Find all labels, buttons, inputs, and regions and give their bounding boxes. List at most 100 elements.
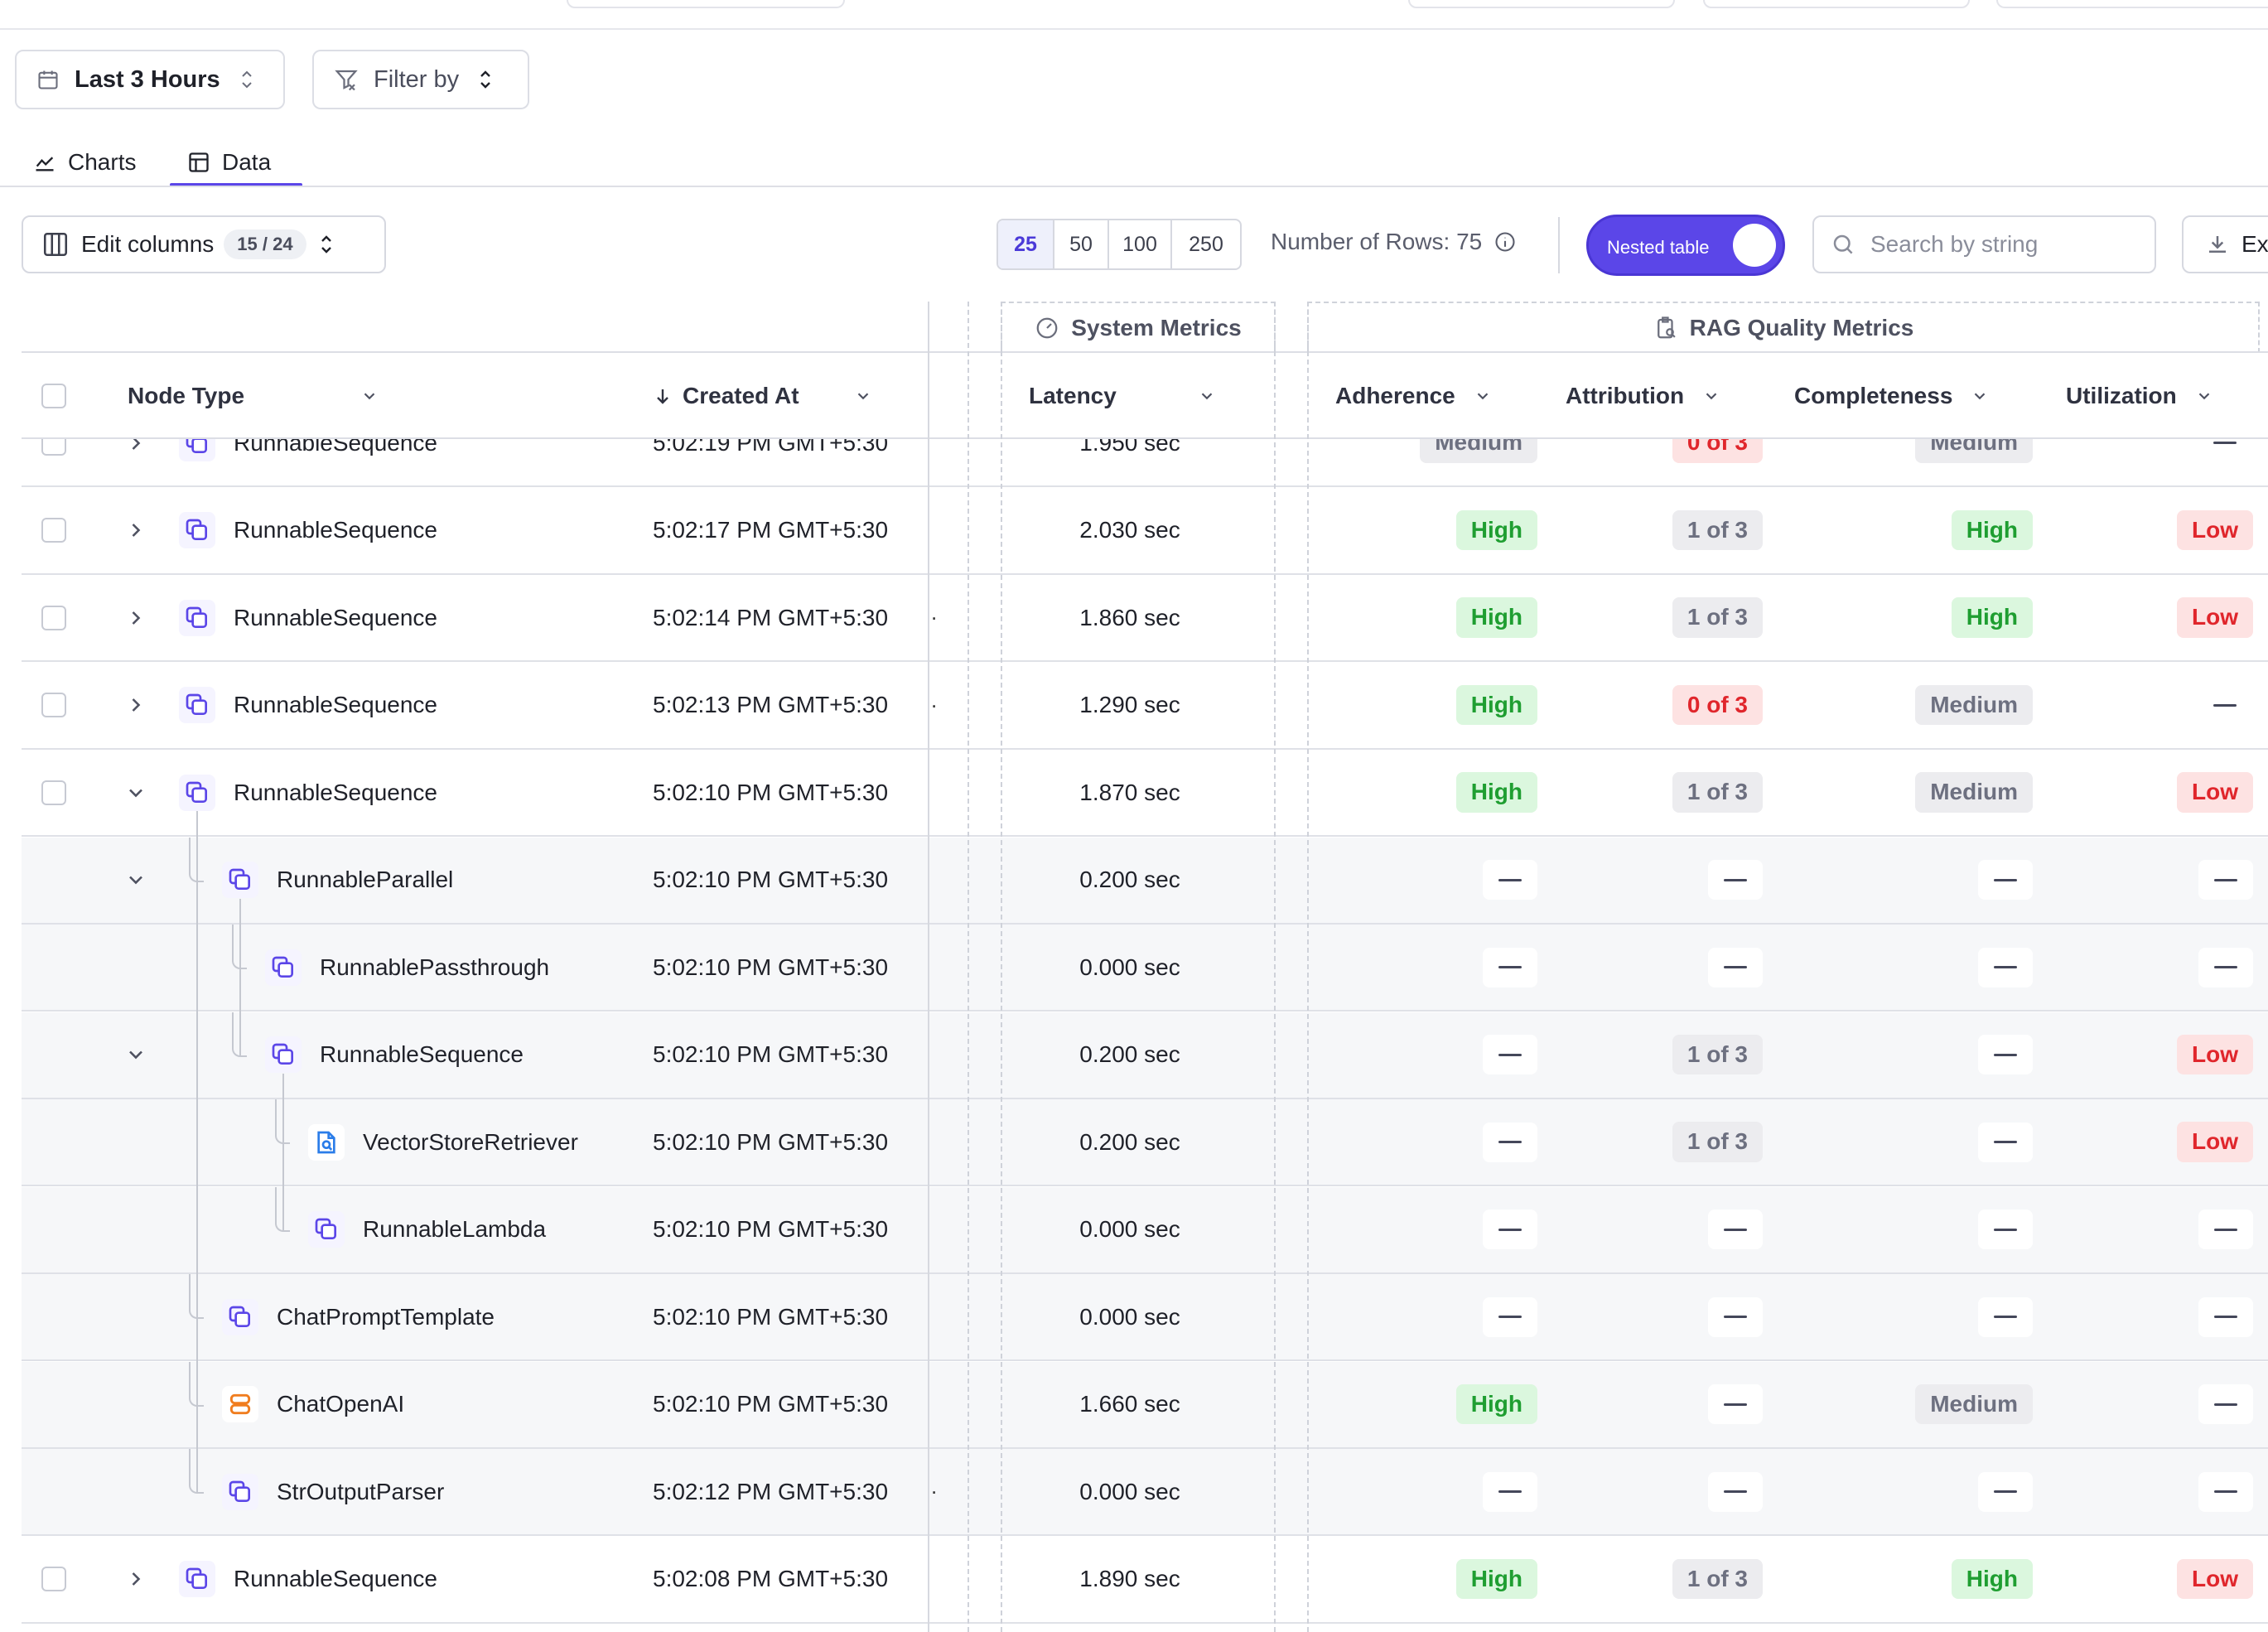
edit-columns-button[interactable]: Edit columns 15 / 24 — [22, 215, 386, 273]
dash-icon — [1994, 1141, 2017, 1143]
node-type: RunnableSequence — [179, 1561, 437, 1597]
chevron-down-icon[interactable] — [124, 781, 147, 804]
row-checkbox[interactable] — [41, 1567, 66, 1591]
dash-icon — [1994, 878, 2017, 881]
adherence-cell: High — [1347, 663, 1537, 748]
created-at-cell: 5:02:10 PM GMT+5:30 — [653, 925, 926, 1010]
utilization-cell — [2059, 925, 2253, 1010]
table-row[interactable]: RunnableSequence 5:02:14 PM GMT+5:30 1.860… — [22, 575, 2268, 662]
latency-value: 1.870 sec — [1079, 779, 1180, 805]
tab-charts[interactable]: Charts — [33, 138, 136, 187]
table-row[interactable]: RunnablePassthrough 5:02:10 PM GMT+5:30 0.… — [22, 925, 2268, 1012]
adherence-cell: High — [1347, 750, 1537, 835]
chevron-down-icon[interactable] — [360, 387, 379, 405]
chevron-down-icon[interactable] — [1198, 387, 1216, 405]
node-type-cell: RunnableSequence — [179, 663, 643, 748]
filter-icon — [335, 70, 358, 91]
page-size-50[interactable]: 50 — [1053, 220, 1107, 268]
metric-badge: 1 of 3 — [1672, 597, 1763, 638]
col-header-node-type[interactable]: Node Type — [128, 353, 379, 439]
metric-badge: 1 of 3 — [1672, 1122, 1763, 1162]
node-type-cell: ChatOpenAI — [222, 1362, 643, 1447]
chevron-down-icon[interactable] — [1702, 387, 1720, 405]
metric-badge: High — [1455, 1383, 1537, 1425]
info-icon[interactable] — [1494, 230, 1517, 253]
node-type: VectorStoreRetriever — [308, 1123, 578, 1161]
adherence-cell: Medium — [1347, 439, 1537, 485]
chevron-right-icon[interactable] — [124, 1567, 147, 1591]
created-at-cell: 5:02:14 PM GMT+5:30 — [653, 575, 926, 660]
chevron-right-icon[interactable] — [124, 439, 147, 455]
attribution-cell: 1 of 3 — [1579, 1012, 1763, 1098]
col-header-created-at[interactable]: Created At — [653, 353, 872, 439]
table-row[interactable]: RunnableSequence 5:02:10 PM GMT+5:30 0.200… — [22, 1012, 2268, 1099]
table-row[interactable]: RunnableLambda 5:02:10 PM GMT+5:30 0.000 s… — [22, 1186, 2268, 1274]
node-type-label: RunnablePassthrough — [320, 954, 550, 980]
empty-value-badge — [1483, 1035, 1537, 1074]
metric-badge: Medium — [1915, 1383, 2033, 1425]
tab-data[interactable]: Data — [187, 138, 271, 187]
chevron-down-icon[interactable] — [854, 387, 872, 405]
table-row[interactable]: StrOutputParser 5:02:12 PM GMT+5:30 0.000 … — [22, 1449, 2268, 1536]
page-size-selector: 25 50 100 250 — [996, 219, 1242, 270]
col-header-adherence[interactable]: Adherence — [1335, 353, 1492, 439]
top-control[interactable] — [1703, 0, 1970, 8]
completeness-cell: Medium — [1802, 439, 2033, 485]
filter-by-button[interactable]: Filter by — [312, 50, 529, 109]
row-checkbox[interactable] — [41, 518, 66, 543]
table-row[interactable]: VectorStoreRetriever 5:02:10 PM GMT+5:30 0… — [22, 1099, 2268, 1186]
top-control[interactable] — [1408, 0, 1675, 8]
table-row[interactable]: ChatPromptTemplate 5:02:10 PM GMT+5:30 0.0… — [22, 1274, 2268, 1361]
attribution-cell: 1 of 3 — [1579, 575, 1763, 660]
chevron-updown-icon — [241, 70, 252, 89]
col-header-utilization[interactable]: Utilization — [2066, 353, 2213, 439]
chevron-right-icon[interactable] — [124, 606, 147, 630]
retriever-doc-icon — [308, 1123, 345, 1161]
row-checkbox[interactable] — [41, 693, 66, 717]
table-row[interactable]: RunnableSequence 5:02:13 PM GMT+5:30 1.290… — [22, 662, 2268, 750]
top-control[interactable] — [1996, 0, 2268, 8]
metric-badge: Low — [2177, 509, 2253, 551]
table-row[interactable]: RunnableSequence 5:02:10 PM GMT+5:30 1.870… — [22, 750, 2268, 837]
page-size-25[interactable]: 25 — [998, 220, 1053, 268]
system-metrics-header: System Metrics — [1001, 302, 1276, 353]
col-header-attribution[interactable]: Attribution — [1566, 353, 1720, 439]
table-row[interactable]: RunnableSequence 5:02:19 PM GMT+5:30 1.950… — [22, 439, 2268, 487]
truncation-dot: . — [931, 600, 938, 625]
empty-value-badge — [1483, 947, 1537, 987]
search-input[interactable] — [1870, 231, 2135, 258]
table-row[interactable]: RunnableSequence 5:02:08 PM GMT+5:30 1.890… — [22, 1536, 2268, 1624]
select-all-checkbox[interactable] — [41, 384, 66, 408]
chevron-down-icon[interactable] — [124, 1043, 147, 1066]
time-range-button[interactable]: Last 3 Hours — [15, 50, 285, 109]
table-row[interactable]: ChatOpenAI 5:02:10 PM GMT+5:30 1.660 sec Hi… — [22, 1361, 2268, 1449]
adherence-cell — [1347, 1274, 1537, 1359]
chevron-right-icon[interactable] — [124, 693, 147, 717]
page-size-250[interactable]: 250 — [1170, 220, 1240, 268]
row-checkbox[interactable] — [41, 605, 66, 630]
chevron-right-icon[interactable] — [124, 519, 147, 542]
chevron-down-icon[interactable] — [1971, 387, 1989, 405]
metric-badge: High — [1455, 1558, 1537, 1600]
calendar-icon — [38, 70, 58, 89]
col-header-completeness[interactable]: Completeness — [1794, 353, 1989, 439]
table-row[interactable]: RunnableParallel 5:02:10 PM GMT+5:30 0.200… — [22, 837, 2268, 925]
col-header-latency[interactable]: Latency — [1029, 353, 1216, 439]
top-control[interactable] — [567, 0, 845, 8]
page-size-100[interactable]: 100 — [1107, 220, 1170, 268]
row-checkbox[interactable] — [41, 780, 66, 805]
empty-value-badge — [1483, 1471, 1537, 1512]
column-divider — [968, 302, 969, 1632]
table-row[interactable]: RunnableSequence 5:02:17 PM GMT+5:30 2.030… — [22, 487, 2268, 575]
export-button[interactable]: Ex — [2182, 215, 2268, 273]
chevron-down-icon[interactable] — [124, 868, 147, 891]
empty-value-badge — [1708, 1471, 1763, 1512]
expand-toggle-cell — [124, 1537, 157, 1622]
completeness-cell — [1802, 1274, 2033, 1359]
chevron-down-icon[interactable] — [2195, 387, 2213, 405]
nested-table-toggle[interactable]: Nested table — [1586, 215, 1785, 276]
empty-value-badge — [2198, 1471, 2253, 1512]
chevron-down-icon[interactable] — [1474, 387, 1492, 405]
node-type-label: StrOutputParser — [277, 1478, 445, 1504]
row-checkbox[interactable] — [41, 439, 66, 456]
